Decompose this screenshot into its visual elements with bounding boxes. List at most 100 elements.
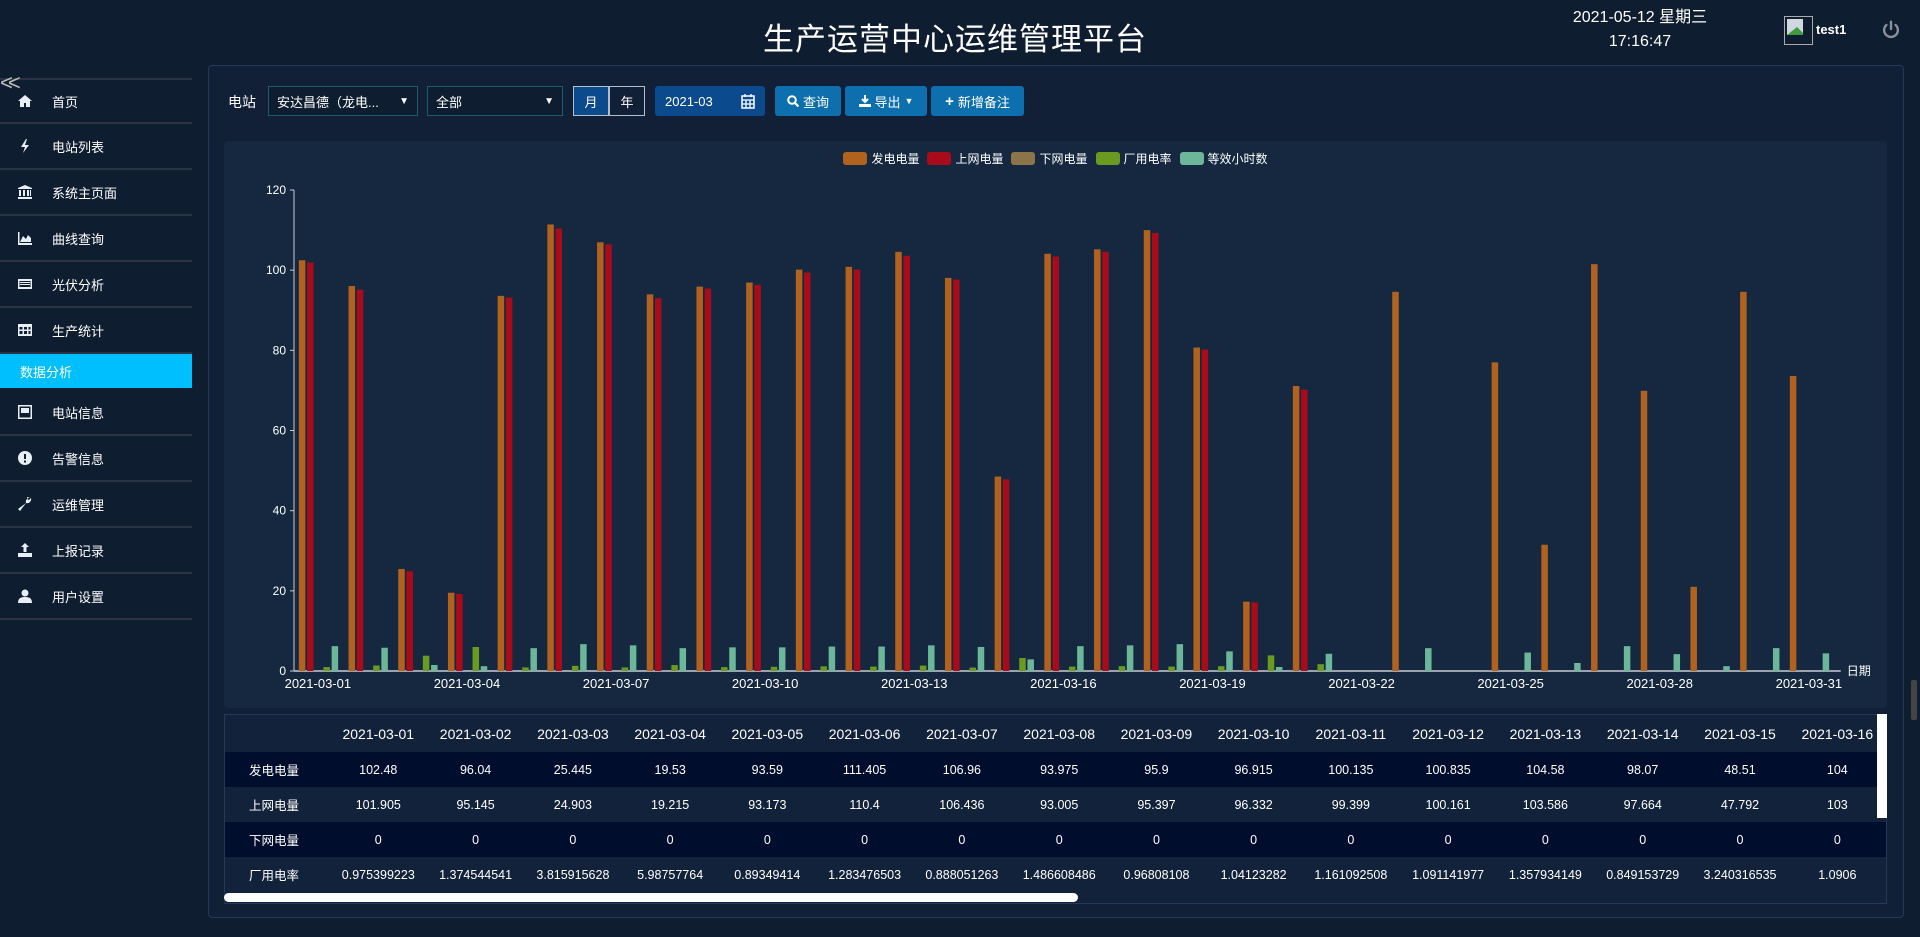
sidebar-item-6[interactable]: 数据分析 [0,354,192,388]
bar-1-2021-03-01[interactable] [298,260,306,671]
bar-5-2021-03-21[interactable] [1325,653,1333,671]
month-toggle[interactable]: 月 [573,86,609,116]
bar-2-2021-03-04[interactable] [456,593,463,671]
table-vertical-scrollbar[interactable] [1877,714,1887,818]
bar-2-2021-03-08[interactable] [654,298,662,671]
bar-1-2021-03-08[interactable] [646,294,654,671]
bar-5-2021-03-28[interactable] [1673,654,1681,671]
bar-5-2021-03-03[interactable] [431,664,438,671]
bar-2-2021-03-12[interactable] [853,269,861,671]
sidebar-item-2[interactable]: 系统主页面 [0,170,192,216]
bar-1-2021-03-26[interactable] [1541,544,1548,671]
sidebar-item-11[interactable]: 用户设置 [0,574,192,620]
bar-5-2021-03-18[interactable] [1176,644,1184,671]
bar-5-2021-03-10[interactable] [778,647,786,671]
bar-4-2021-03-05[interactable] [522,667,529,671]
bar-4-2021-03-10[interactable] [770,666,778,671]
table-horizontal-scrollbar[interactable] [224,893,1078,902]
page-scrollbar[interactable] [1911,680,1917,720]
bar-4-2021-03-13[interactable] [919,665,927,671]
bar-5-2021-03-23[interactable] [1425,648,1432,671]
bar-4-2021-03-18[interactable] [1168,666,1175,671]
bar-4-2021-03-21[interactable] [1317,664,1324,671]
bar-4-2021-03-03[interactable] [422,655,430,671]
bar-2-2021-03-03[interactable] [406,571,413,671]
bar-5-2021-03-04[interactable] [480,666,488,671]
scope-select[interactable]: 全部 ▼ [427,86,563,116]
bar-5-2021-03-13[interactable] [928,645,935,671]
bar-1-2021-03-04[interactable] [447,592,455,671]
bar-2-2021-03-21[interactable] [1301,389,1308,671]
bar-1-2021-03-19[interactable] [1193,347,1200,671]
month-picker[interactable]: 2021-03 [655,86,765,116]
bar-1-2021-03-15[interactable] [994,476,1002,671]
bar-1-2021-03-31[interactable] [1789,375,1797,671]
bar-5-2021-03-12[interactable] [878,646,885,671]
sidebar-item-5[interactable]: 生产统计 [0,308,192,354]
sidebar-item-9[interactable]: 运维管理 [0,482,192,528]
bar-5-2021-03-16[interactable] [1077,646,1084,671]
bar-4-2021-03-15[interactable] [1019,658,1026,671]
bar-5-2021-03-02[interactable] [381,647,388,671]
bar-2-2021-03-01[interactable] [307,262,314,671]
bar-4-2021-03-17[interactable] [1118,666,1126,671]
bar-1-2021-03-18[interactable] [1143,230,1151,671]
bar-4-2021-03-19[interactable] [1218,666,1225,671]
bar-2-2021-03-20[interactable] [1251,602,1258,671]
bar-2-2021-03-10[interactable] [754,284,761,671]
bar-1-2021-03-30[interactable] [1740,291,1747,671]
bar-2-2021-03-15[interactable] [1002,479,1010,671]
bar-1-2021-03-02[interactable] [348,286,356,671]
bar-5-2021-03-31[interactable] [1822,653,1830,671]
bar-1-2021-03-05[interactable] [497,295,505,671]
bar-2-2021-03-16[interactable] [1052,256,1060,671]
bar-2-2021-03-13[interactable] [903,255,910,671]
bar-1-2021-03-12[interactable] [845,266,853,671]
bar-5-2021-03-15[interactable] [1027,659,1034,671]
bar-5-2021-03-09[interactable] [729,647,736,671]
bar-1-2021-03-13[interactable] [895,251,902,671]
bar-5-2021-03-05[interactable] [530,648,537,671]
bar-1-2021-03-28[interactable] [1640,390,1648,671]
bar-4-2021-03-04[interactable] [472,646,480,671]
export-button[interactable]: 导出 ▼ [845,86,927,116]
bar-5-2021-03-11[interactable] [828,646,836,671]
power-icon[interactable] [1880,19,1902,41]
sidebar-item-0[interactable]: 首页 [0,78,192,124]
bar-4-2021-03-02[interactable] [373,665,380,671]
bar-1-2021-03-29[interactable] [1690,586,1697,671]
bar-5-2021-03-14[interactable] [977,646,985,671]
bar-1-2021-03-07[interactable] [597,242,604,671]
bar-5-2021-03-17[interactable] [1126,645,1134,671]
bar-1-2021-03-14[interactable] [944,277,952,671]
bar-2-2021-03-11[interactable] [804,272,811,671]
query-button[interactable]: 查询 [775,86,841,116]
legend-item[interactable]: 等效小时数 [1179,150,1268,167]
bar-4-2021-03-20[interactable] [1267,655,1275,671]
bar-5-2021-03-30[interactable] [1772,648,1780,671]
sidebar-item-10[interactable]: 上报记录 [0,528,192,574]
bar-5-2021-03-29[interactable] [1723,666,1730,671]
sidebar-item-8[interactable]: 告警信息 [0,436,192,482]
bar-4-2021-03-11[interactable] [820,666,827,671]
bar-2-2021-03-17[interactable] [1102,251,1109,671]
bar-4-2021-03-07[interactable] [621,667,629,671]
username[interactable]: test1 [1816,22,1847,37]
bar-1-2021-03-20[interactable] [1243,601,1250,671]
bar-1-2021-03-10[interactable] [746,282,753,671]
bar-1-2021-03-23[interactable] [1392,291,1399,671]
bar-1-2021-03-25[interactable] [1491,362,1499,671]
bar-1-2021-03-11[interactable] [795,269,803,671]
bar-2-2021-03-05[interactable] [505,297,513,671]
bar-1-2021-03-06[interactable] [547,224,554,671]
bar-5-2021-03-19[interactable] [1226,651,1233,671]
bar-4-2021-03-14[interactable] [969,667,977,671]
bar-5-2021-03-26[interactable] [1574,662,1581,671]
sidebar-item-4[interactable]: 光伏分析 [0,262,192,308]
bar-5-2021-03-20[interactable] [1275,666,1283,671]
bar-4-2021-03-12[interactable] [870,666,877,671]
bar-5-2021-03-25[interactable] [1524,652,1531,671]
legend-item[interactable]: 上网电量 [927,150,1003,167]
bar-2-2021-03-09[interactable] [704,288,712,671]
bar-1-2021-03-21[interactable] [1292,386,1300,671]
